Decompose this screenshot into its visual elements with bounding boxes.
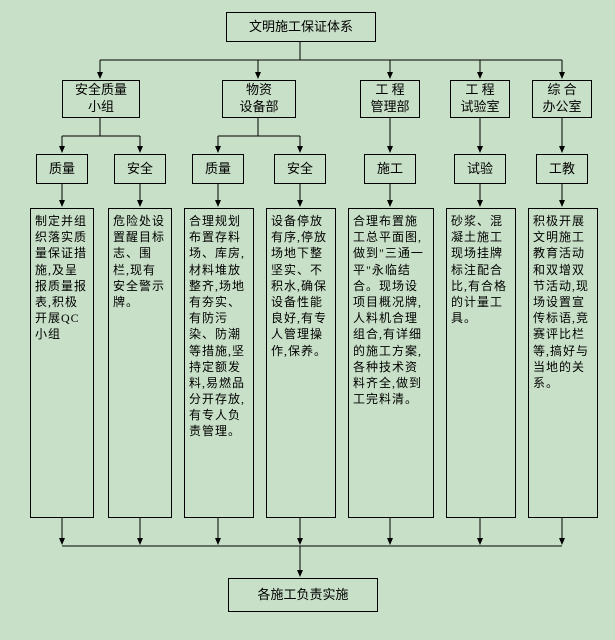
- d-2: 合理规划布置存料场、库房,材料堆放整齐,场地有夯实、有防污染、防潮等措施,坚持定…: [184, 208, 254, 518]
- l1-2: 工 程管理部: [360, 80, 420, 118]
- d-3: 设备停放有序,停放场地下整坚实、不积水,确保设备性能良好,有专人管理操作,保养。: [266, 208, 336, 518]
- bottom-node: 各施工负责实施: [228, 578, 378, 612]
- d-5: 砂浆、混凝土施工现场挂牌标注配合比,有合格的计量工具。: [446, 208, 516, 518]
- l2-5: 试验: [454, 154, 506, 184]
- root-node: 文明施工保证体系: [226, 12, 376, 42]
- l2-1: 安全: [114, 154, 166, 184]
- d-6: 积极开展文明施工教育活动和双增双节活动,现场设置宣传标语,竞赛评比栏等,搞好与当…: [528, 208, 598, 518]
- l2-0: 质量: [36, 154, 88, 184]
- l1-4: 综 合办公室: [532, 80, 592, 118]
- l2-2: 质量: [192, 154, 244, 184]
- bottom-label: 各施工负责实施: [257, 587, 348, 604]
- d-1: 危险处设置醒目标志、围栏,现有安全警示牌。: [108, 208, 172, 518]
- l1-1: 物资设备部: [222, 80, 296, 118]
- d-4: 合理布置施工总平面图,做到"三通一平"永临结合。现场设项目概况牌,人料机合理组合…: [348, 208, 434, 518]
- l1-3: 工 程试验室: [450, 80, 510, 118]
- l1-0: 安全质量小组: [62, 80, 140, 118]
- root-label: 文明施工保证体系: [249, 19, 353, 36]
- d-0: 制定并组织落实质量保证措施,及呈报质量报表,积极开展QC小组: [30, 208, 94, 518]
- l2-4: 施工: [364, 154, 416, 184]
- l2-6: 工教: [536, 154, 588, 184]
- l2-3: 安全: [274, 154, 326, 184]
